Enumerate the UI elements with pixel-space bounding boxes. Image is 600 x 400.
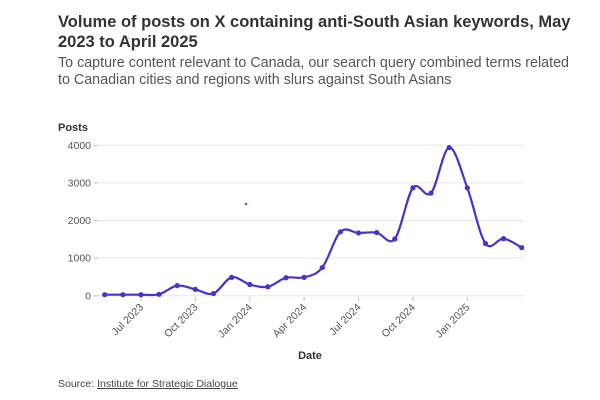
data-point[interactable] — [482, 240, 489, 247]
y-tick-label: 0 — [85, 290, 91, 302]
data-point[interactable] — [355, 230, 362, 236]
x-tick-label: Jan 2024 — [216, 301, 255, 340]
data-point[interactable] — [519, 245, 525, 251]
x-tick-label: Jul 2023 — [110, 301, 147, 338]
data-point[interactable] — [500, 236, 507, 242]
data-point[interactable] — [120, 292, 126, 298]
data-point[interactable] — [247, 281, 253, 288]
x-tick-label: Apr 2024 — [271, 301, 310, 340]
series-line — [104, 146, 523, 297]
x-tick-label: Oct 2023 — [162, 301, 201, 340]
x-tick-label: Jul 2024 — [327, 301, 364, 338]
source-note: Source: Institute for Strategic Dialogue — [58, 378, 238, 390]
data-point[interactable] — [138, 292, 144, 298]
y-tick-label: 2000 — [68, 215, 92, 227]
source-link[interactable]: Institute for Strategic Dialogue — [97, 378, 238, 390]
data-point[interactable] — [392, 236, 398, 242]
data-point[interactable] — [102, 292, 108, 298]
data-point[interactable] — [337, 229, 343, 235]
data-point[interactable] — [301, 274, 307, 280]
x-axis-label: Date — [298, 350, 322, 362]
data-point[interactable] — [319, 264, 325, 271]
data-point[interactable] — [464, 185, 470, 191]
chart-title: Volume of posts on X containing anti-Sou… — [58, 13, 571, 51]
data-point[interactable] — [265, 284, 271, 290]
chart-subtitle: To capture content relevant to Canada, o… — [58, 55, 570, 88]
y-tick-label: 3000 — [68, 177, 92, 189]
data-point[interactable] — [192, 286, 198, 293]
data-point[interactable] — [374, 229, 380, 236]
data-point[interactable] — [410, 185, 416, 191]
source-label: Source: — [58, 378, 95, 390]
data-point[interactable] — [446, 144, 452, 151]
y-axis-label: Posts — [58, 122, 88, 134]
data-point[interactable] — [156, 291, 162, 297]
x-tick-label: Oct 2024 — [379, 301, 418, 340]
data-point[interactable] — [229, 274, 235, 280]
y-tick-label: 4000 — [68, 140, 92, 152]
y-tick-label: 1000 — [68, 253, 92, 265]
data-point[interactable] — [428, 190, 434, 196]
data-point[interactable] — [283, 275, 289, 281]
stray-dot — [244, 202, 248, 206]
data-point[interactable] — [210, 290, 217, 297]
x-tick-label: Jan 2025 — [433, 301, 472, 340]
data-point[interactable] — [174, 283, 180, 289]
